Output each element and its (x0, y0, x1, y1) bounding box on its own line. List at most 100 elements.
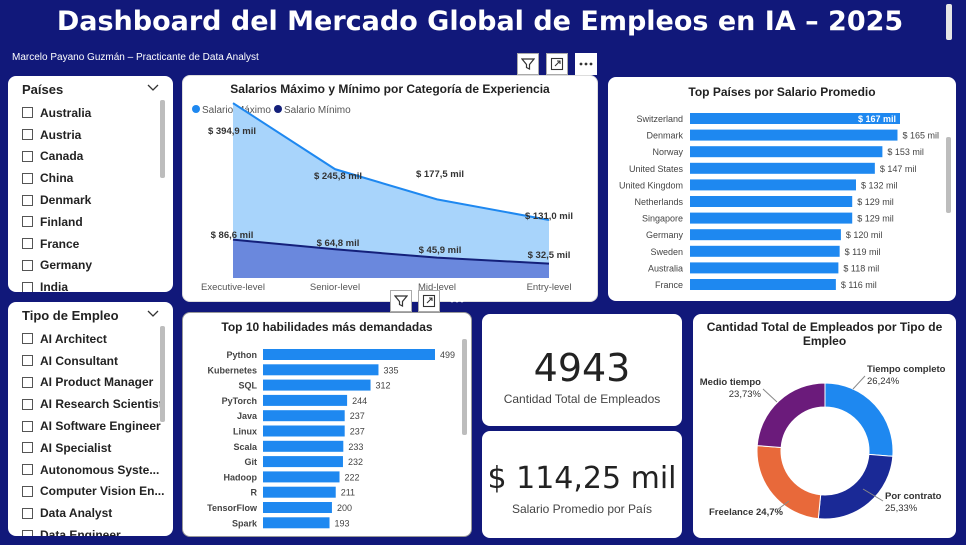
slicer-item[interactable]: AI Product Manager (22, 372, 164, 394)
checkbox-icon[interactable] (22, 485, 33, 497)
salary-area-chart-card: Salarios Máximo y Mínimo por Categoría d… (182, 75, 598, 302)
chart-title: Cantidad Total de Empleados por Tipo de … (706, 320, 943, 348)
page-scrollbar[interactable] (946, 4, 952, 40)
donut-value: 23,73% (729, 389, 762, 400)
slicer-item[interactable]: Australia (22, 102, 92, 124)
checkbox-icon[interactable] (22, 259, 33, 271)
slicer-item[interactable]: Denmark (22, 189, 92, 211)
bar (263, 349, 435, 360)
slicer-title: Países (22, 82, 64, 97)
checkbox-icon[interactable] (22, 376, 33, 388)
bar (263, 486, 336, 498)
more-options-icon[interactable] (446, 290, 468, 312)
checkbox-icon[interactable] (22, 194, 33, 206)
bar (690, 162, 875, 174)
slicer-item-label: China (40, 171, 74, 186)
slicer-item[interactable]: AI Specialist (22, 437, 164, 459)
slicer-item[interactable]: Austria (22, 124, 92, 146)
chevron-down-icon[interactable] (147, 80, 159, 95)
slicer-item-label: Data Analyst (40, 506, 113, 521)
data-label: $ 129 mil (857, 197, 894, 207)
slicer-item[interactable]: Autonomous Syste... (22, 459, 164, 481)
donut-label: Tiempo completo (867, 364, 946, 375)
author-subtitle: Marcelo Payano Guzmán – Practicante de D… (12, 52, 259, 63)
data-label: 222 (345, 472, 360, 482)
slicer-list: Australia Austria Canada China Denmark Finlan… (22, 102, 92, 292)
checkbox-icon[interactable] (22, 129, 33, 141)
bar (690, 229, 841, 241)
legend-label-min: Salario Mínimo (284, 105, 351, 116)
legend-marker-max (192, 105, 200, 113)
y-tick-label: Germany (646, 230, 684, 240)
data-label: $ 64,8 mil (317, 238, 360, 249)
x-tick-label: Mid-level (418, 282, 456, 293)
slicer-item-label: Computer Vision En... (40, 484, 165, 499)
slicer-item[interactable]: Computer Vision En... (22, 481, 164, 503)
slicer-item-label: AI Consultant (40, 353, 118, 368)
checkbox-icon[interactable] (22, 420, 33, 432)
slicer-item[interactable]: Canada (22, 146, 92, 168)
y-tick-label: Australia (648, 263, 683, 273)
slicer-item[interactable]: Data Analyst (22, 502, 164, 524)
donut-label: Freelance 24,7% (709, 507, 783, 518)
slicer-item[interactable]: AI Software Engineer (22, 415, 164, 437)
donut-slice (824, 382, 894, 457)
slicer-item[interactable]: France (22, 233, 92, 255)
focus-mode-icon[interactable] (418, 290, 440, 312)
data-label: 237 (350, 427, 365, 437)
checkbox-icon[interactable] (22, 529, 33, 536)
data-label: 237 (350, 411, 365, 421)
slicer-item[interactable]: Germany (22, 255, 92, 277)
donut-slice (756, 382, 826, 449)
slicer-item[interactable]: AI Research Scientist (22, 393, 164, 415)
slicer-item-label: Finland (40, 214, 83, 229)
y-tick-label: Switzerland (636, 114, 683, 124)
chart-scrollbar[interactable] (946, 137, 951, 213)
series-line-min (232, 238, 550, 265)
checkbox-icon[interactable] (22, 281, 33, 292)
leader-line (776, 500, 790, 511)
x-tick-label: Senior-level (310, 282, 360, 293)
checkbox-icon[interactable] (22, 150, 33, 162)
checkbox-icon[interactable] (22, 107, 33, 119)
slicer-item[interactable]: Finland (22, 211, 92, 233)
checkbox-icon[interactable] (22, 216, 33, 228)
y-tick-label: United States (629, 164, 684, 174)
data-label: $ 245,8 mil (314, 171, 362, 182)
slicer-item-label: AI Research Scientist (40, 397, 163, 412)
data-label: 233 (348, 442, 363, 452)
slicer-item-label: AI Software Engineer (40, 419, 161, 434)
slicer-item[interactable]: AI Architect (22, 328, 164, 350)
more-options-icon[interactable] (575, 53, 597, 75)
checkbox-icon[interactable] (22, 507, 33, 519)
bar (690, 262, 839, 274)
checkbox-icon[interactable] (22, 172, 33, 184)
donut-value: 25,33% (885, 503, 918, 514)
data-label: $ 45,9 mil (419, 245, 462, 256)
skills-chart: Python 499 Kubernetes 335 SQL 312 PyTorch 244 Ja… (207, 349, 455, 529)
y-tick-label: France (655, 280, 683, 290)
slicer-item[interactable]: AI Consultant (22, 350, 164, 372)
data-label: $ 153 mil (887, 147, 924, 157)
data-label: 244 (352, 396, 367, 406)
checkbox-icon[interactable] (22, 238, 33, 250)
data-label: $ 116 mil (841, 280, 877, 290)
slicer-scrollbar[interactable] (160, 326, 165, 422)
checkbox-icon[interactable] (22, 464, 33, 476)
chevron-down-icon[interactable] (147, 306, 159, 321)
focus-mode-icon[interactable] (546, 53, 568, 75)
chart-scrollbar[interactable] (462, 339, 467, 435)
checkbox-icon[interactable] (22, 355, 33, 367)
slicer-scrollbar[interactable] (160, 100, 165, 178)
slicer-item[interactable]: India (22, 276, 92, 292)
bar (263, 471, 340, 483)
slicer-item-label: Austria (40, 127, 82, 142)
slicer-item[interactable]: Data Engineer (22, 524, 164, 536)
checkbox-icon[interactable] (22, 333, 33, 345)
slicer-item-label: Canada (40, 149, 84, 164)
checkbox-icon[interactable] (22, 398, 33, 410)
filter-icon[interactable] (517, 53, 539, 75)
slicer-item[interactable]: China (22, 167, 92, 189)
checkbox-icon[interactable] (22, 442, 33, 454)
filter-icon[interactable] (390, 290, 412, 312)
